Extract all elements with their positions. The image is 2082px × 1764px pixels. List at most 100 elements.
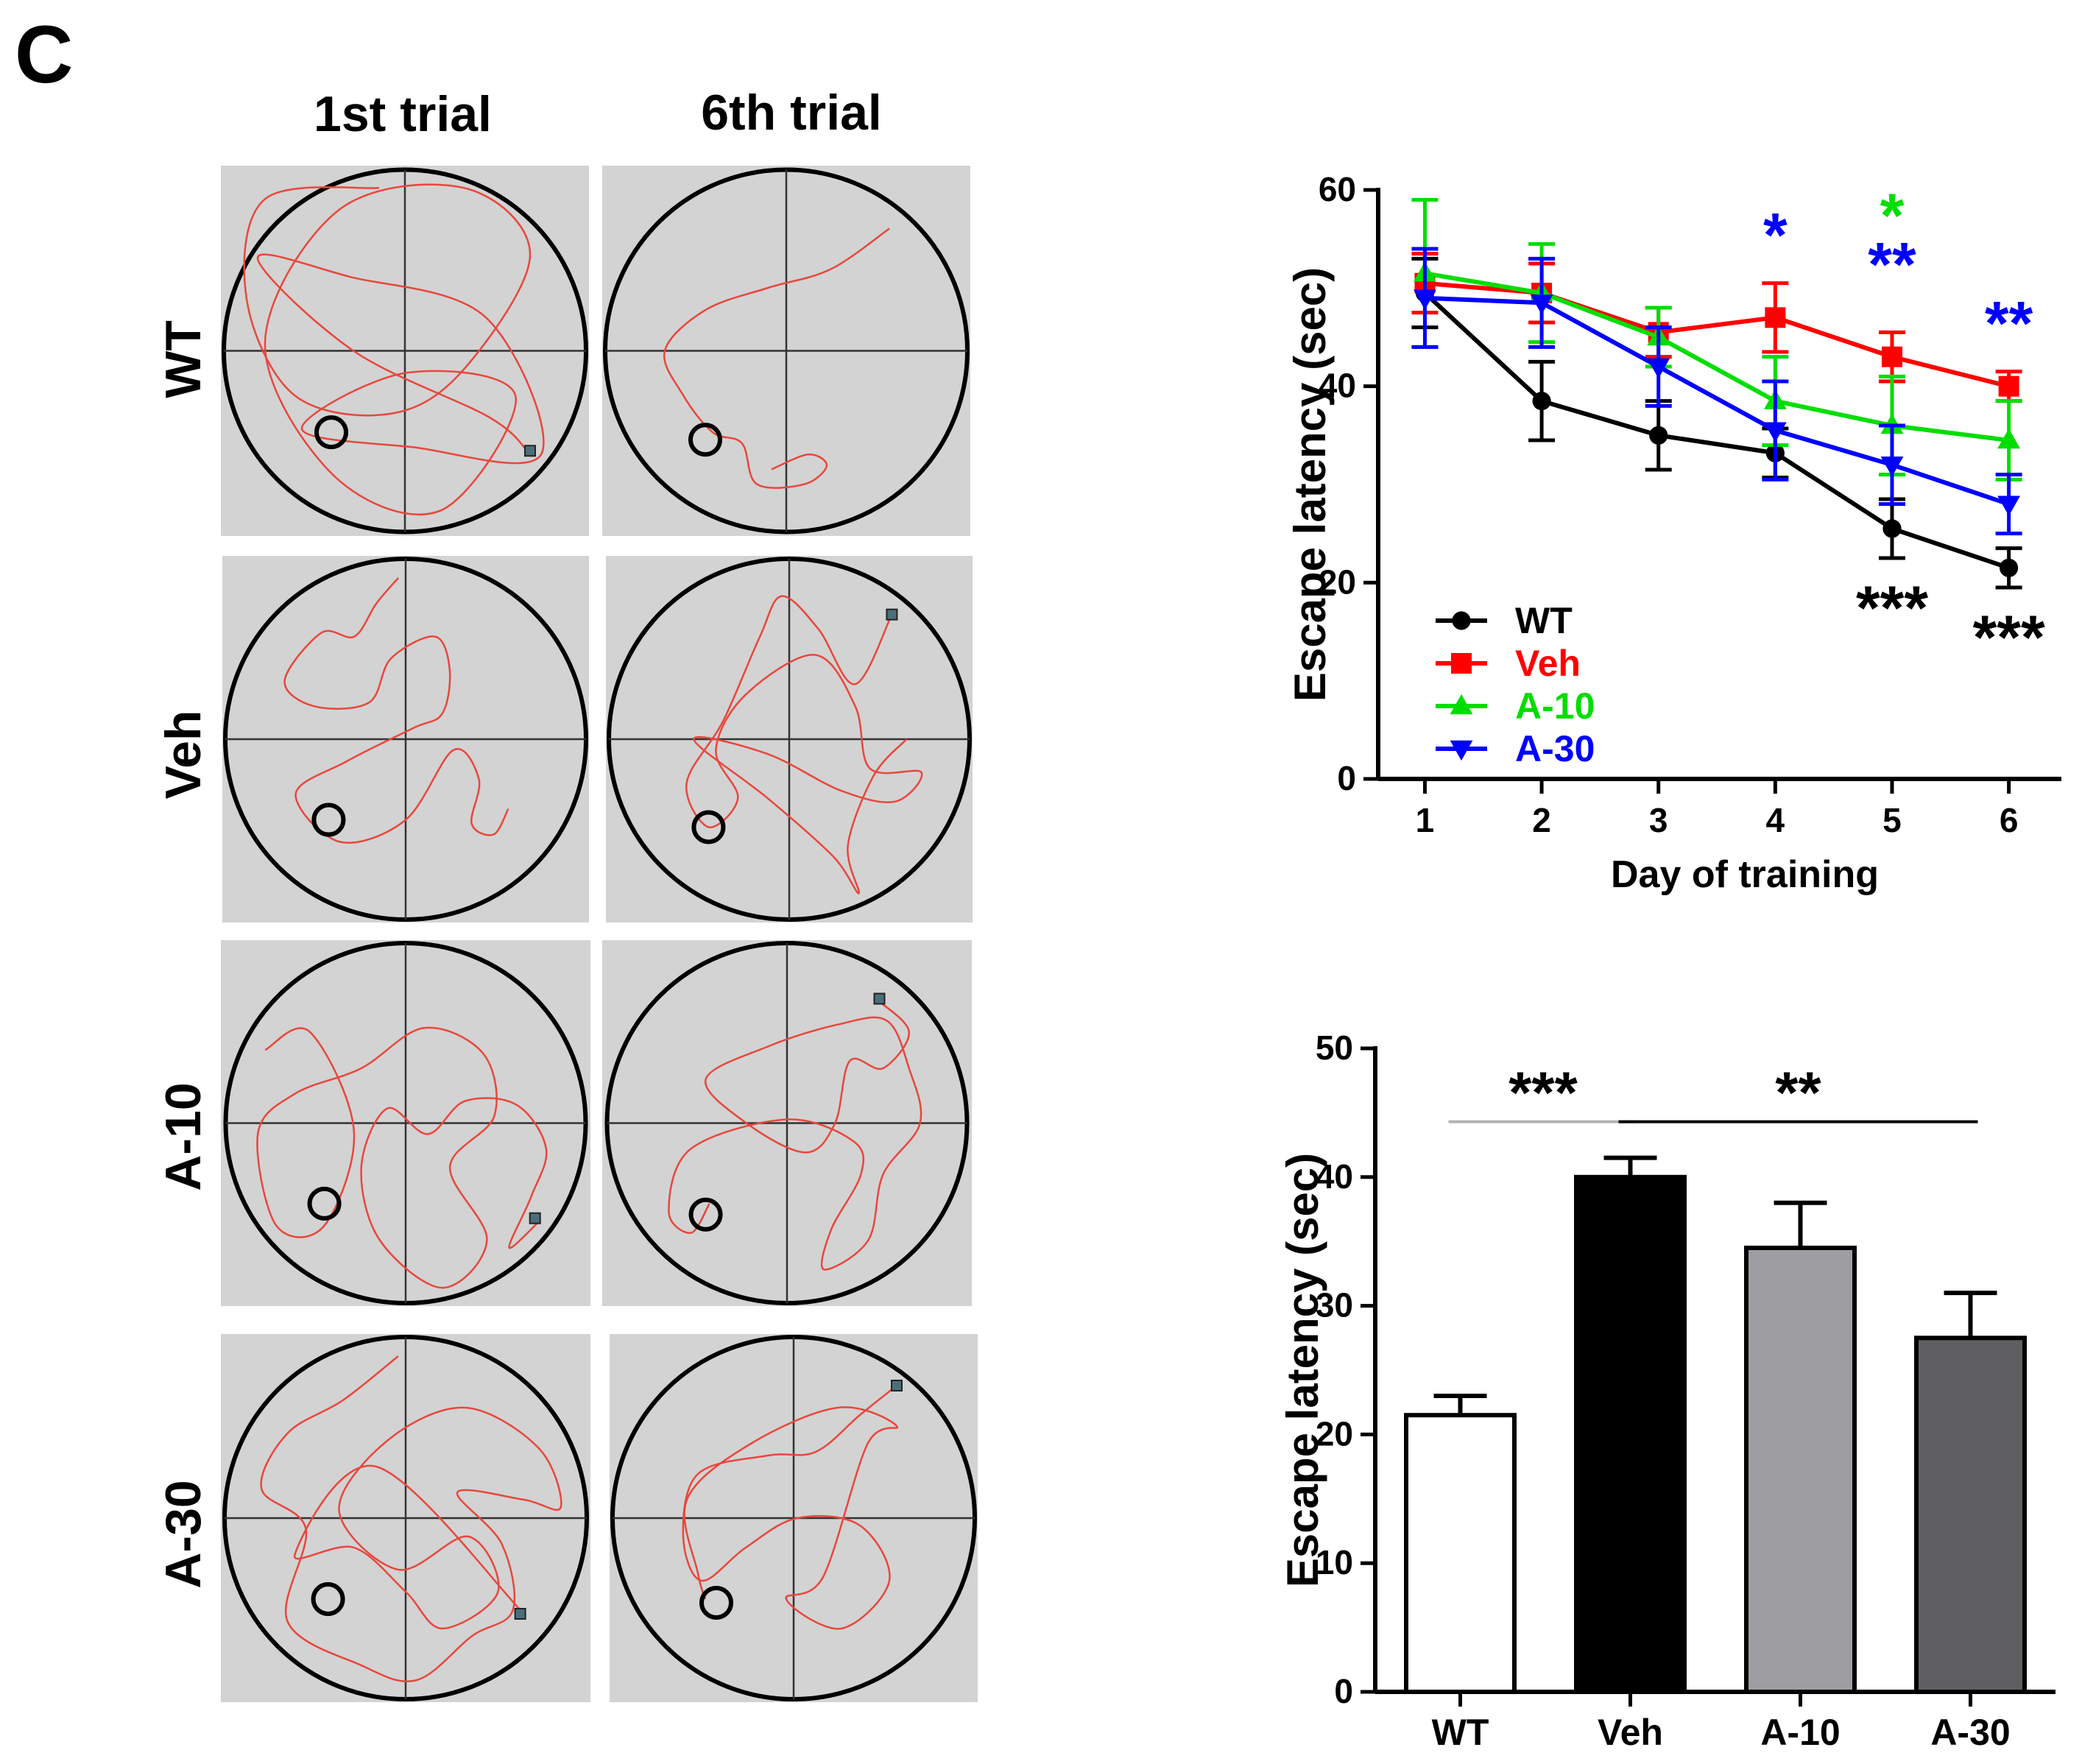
- y-tick-label: 20: [1319, 562, 1356, 601]
- start-marker: [524, 445, 536, 457]
- y-axis-title: Escape latency (sec): [1285, 267, 1335, 702]
- trajectory-panel: [610, 1334, 978, 1702]
- start-marker: [873, 992, 886, 1005]
- trajectory-panel: [606, 556, 973, 922]
- data-point: [1532, 392, 1551, 411]
- swim-path: [663, 227, 890, 490]
- y-tick-label: 30: [1316, 1286, 1353, 1324]
- y-tick-label: 0: [1337, 759, 1356, 797]
- data-point: [1647, 358, 1670, 379]
- y-axis-title: Escape latency (sec): [1278, 1153, 1327, 1587]
- trial-row-label-veh: Veh: [155, 710, 211, 800]
- data-point: [1649, 426, 1668, 445]
- swim-path: [685, 595, 923, 895]
- panel-label: C: [15, 10, 73, 100]
- data-point: [1451, 653, 1472, 674]
- significance-stars: **: [1775, 1060, 1821, 1126]
- data-point: [1763, 422, 1787, 442]
- trajectory-panel: [222, 556, 589, 922]
- trajectory-panel: [602, 166, 970, 536]
- swim-trajectory-grid: [221, 166, 978, 1702]
- y-tick-label: 20: [1316, 1414, 1353, 1453]
- platform-circle: [691, 810, 726, 844]
- x-axis-title: Day of training: [1611, 853, 1879, 896]
- legend-label-a-10: A-10: [1515, 685, 1595, 727]
- x-tick-label-wt: WT: [1432, 1712, 1489, 1753]
- significance-stars: ***: [1508, 1060, 1578, 1126]
- series-veh: [1411, 252, 2022, 403]
- x-tick-label: 2: [1532, 801, 1551, 839]
- escape-latency-bar-chart: 0 10 20 30 40 50 Escape latency (sec) WT Veh A-10…: [1278, 1029, 2055, 1753]
- significance-annotation: **: [1985, 289, 2033, 358]
- platform-circle: [688, 423, 722, 457]
- data-point: [1530, 294, 1553, 315]
- bar-veh: [1574, 1174, 1687, 1695]
- x-tick-label: 6: [2000, 801, 2019, 839]
- significance-annotation: **: [1868, 230, 1916, 299]
- platform-circle: [314, 415, 348, 450]
- start-marker: [886, 608, 898, 621]
- platform-circle: [688, 1197, 723, 1232]
- start-marker: [891, 1380, 903, 1391]
- y-tick-label: 40: [1316, 1157, 1353, 1196]
- trajectory-panel: [221, 940, 590, 1306]
- swim-path: [668, 998, 922, 1271]
- x-tick-label: 3: [1649, 801, 1668, 839]
- significance-annotation: ***: [1973, 603, 2045, 672]
- data-point: [1998, 375, 2019, 397]
- trial-row-label-wt: WT: [155, 320, 211, 398]
- swim-path: [243, 183, 545, 516]
- y-tick-label: 10: [1316, 1543, 1353, 1581]
- series-line: [1423, 291, 2010, 571]
- data-point: [1882, 519, 1902, 538]
- data-point: [1450, 694, 1473, 715]
- escape-latency-line-chart: 0 20 40 60 1 2 3 4 5 6 Day of training Escape laten…: [1285, 170, 2061, 896]
- trajectory-panel: [221, 166, 589, 536]
- legend-label-veh: Veh: [1515, 643, 1581, 684]
- significance-annotation: *: [1880, 180, 1905, 250]
- trial-column-label-6th: 6th trial: [701, 85, 882, 141]
- series-a-10: [1411, 197, 2022, 481]
- data-point: [1997, 495, 2021, 516]
- bar-a-10: [1744, 1245, 1857, 1694]
- data-point: [2000, 558, 2019, 577]
- significance-annotation: ***: [1856, 574, 1928, 643]
- platform-circle: [311, 802, 346, 837]
- platform-circle: [307, 1186, 342, 1221]
- data-point: [1997, 428, 2021, 449]
- data-point: [1452, 611, 1471, 630]
- x-tick-label: 5: [1882, 801, 1902, 839]
- y-tick-label: 60: [1319, 170, 1356, 208]
- bar-a-30: [1914, 1336, 2027, 1695]
- y-tick-label: 0: [1334, 1672, 1353, 1710]
- swim-path: [682, 1385, 899, 1630]
- trial-row-label-a30: A-30: [155, 1480, 211, 1588]
- platform-circle: [311, 1582, 345, 1616]
- trial-row-label-a10: A-10: [155, 1082, 211, 1190]
- series-a-30: [1411, 247, 2022, 536]
- data-point: [1880, 456, 1904, 477]
- platform-circle: [699, 1586, 733, 1620]
- significance-annotation: *: [1763, 200, 1788, 269]
- bar-wt: [1404, 1413, 1517, 1695]
- series-line: [1425, 295, 2010, 507]
- trial-column-label-1st: 1st trial: [314, 86, 492, 142]
- trajectory-panel: [221, 1334, 590, 1702]
- start-marker: [514, 1608, 526, 1620]
- data-point: [1881, 346, 1902, 367]
- data-point: [1765, 307, 1786, 328]
- x-tick-label-veh: Veh: [1598, 1712, 1663, 1753]
- swim-path: [256, 1026, 548, 1289]
- trajectory-panel: [602, 940, 972, 1306]
- x-tick-label: 4: [1766, 801, 1785, 839]
- x-tick-label: 1: [1416, 801, 1435, 839]
- swim-path: [260, 1355, 562, 1683]
- start-marker: [529, 1212, 541, 1224]
- series-line: [1425, 271, 2009, 442]
- y-tick-label: 50: [1316, 1029, 1353, 1067]
- legend-label-wt: WT: [1515, 600, 1573, 641]
- y-tick-label: 40: [1319, 367, 1356, 405]
- swim-path: [283, 577, 509, 844]
